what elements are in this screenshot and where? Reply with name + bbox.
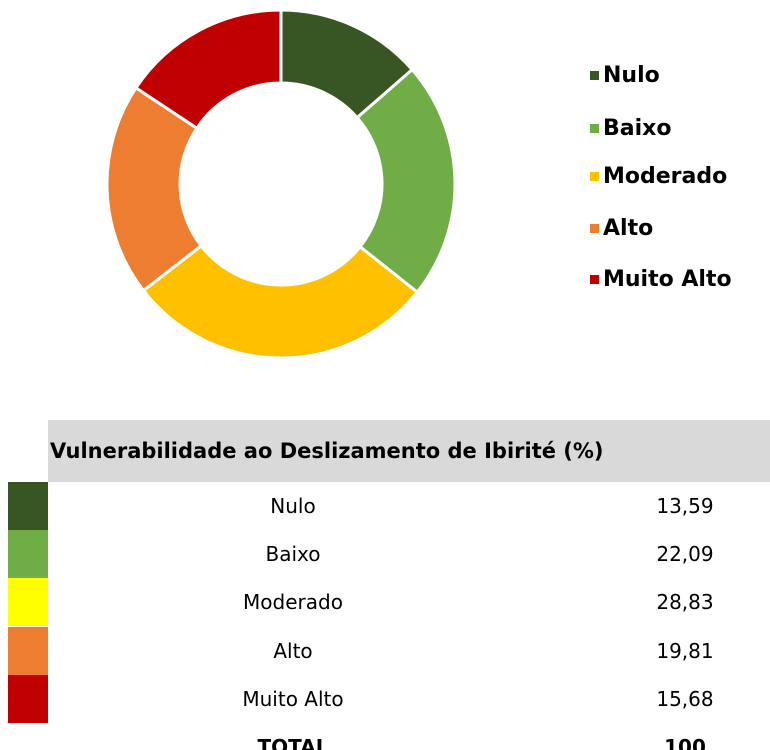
- donut-segment: [141, 243, 420, 360]
- row-label: Alto: [273, 638, 313, 663]
- legend-text: Nulo: [603, 63, 660, 88]
- total-label: TOTAL: [257, 735, 329, 750]
- legend-swatch: [590, 172, 599, 181]
- legend-text: Baixo: [603, 116, 671, 141]
- legend-text: Alto: [603, 216, 653, 241]
- row-value: 15,68: [656, 686, 714, 711]
- table: Vulnerabilidade ao Deslizamento de Ibiri…: [0, 420, 770, 750]
- donut-segment: [355, 67, 457, 295]
- color-swatch: [8, 578, 48, 627]
- table-header: Vulnerabilidade ao Deslizamento de Ibiri…: [48, 420, 770, 482]
- row-value: 22,09: [656, 542, 714, 567]
- legend-swatch: [590, 275, 599, 284]
- row-label: Muito Alto: [242, 686, 344, 711]
- legend-text: Moderado: [603, 164, 727, 189]
- color-swatch: [8, 674, 48, 723]
- legend-swatch: [590, 71, 599, 80]
- legend-swatch: [590, 224, 599, 233]
- row-label: Nulo: [270, 494, 316, 518]
- donut-segment: [133, 8, 283, 131]
- row-value: 13,59: [656, 494, 714, 518]
- color-swatch: [8, 530, 48, 579]
- chart: Nulo Baixo Moderado Alto Muito Alto: [105, 8, 732, 360]
- legend-swatch: [590, 124, 599, 133]
- row-value: 28,83: [656, 590, 714, 615]
- color-swatch: [8, 482, 48, 530]
- row-label: Baixo: [265, 542, 321, 567]
- total-value: 100: [664, 735, 706, 750]
- color-swatch: [8, 626, 48, 675]
- legend-text: Muito Alto: [603, 267, 732, 292]
- row-value: 19,81: [656, 638, 714, 663]
- row-label: Moderado: [243, 590, 343, 615]
